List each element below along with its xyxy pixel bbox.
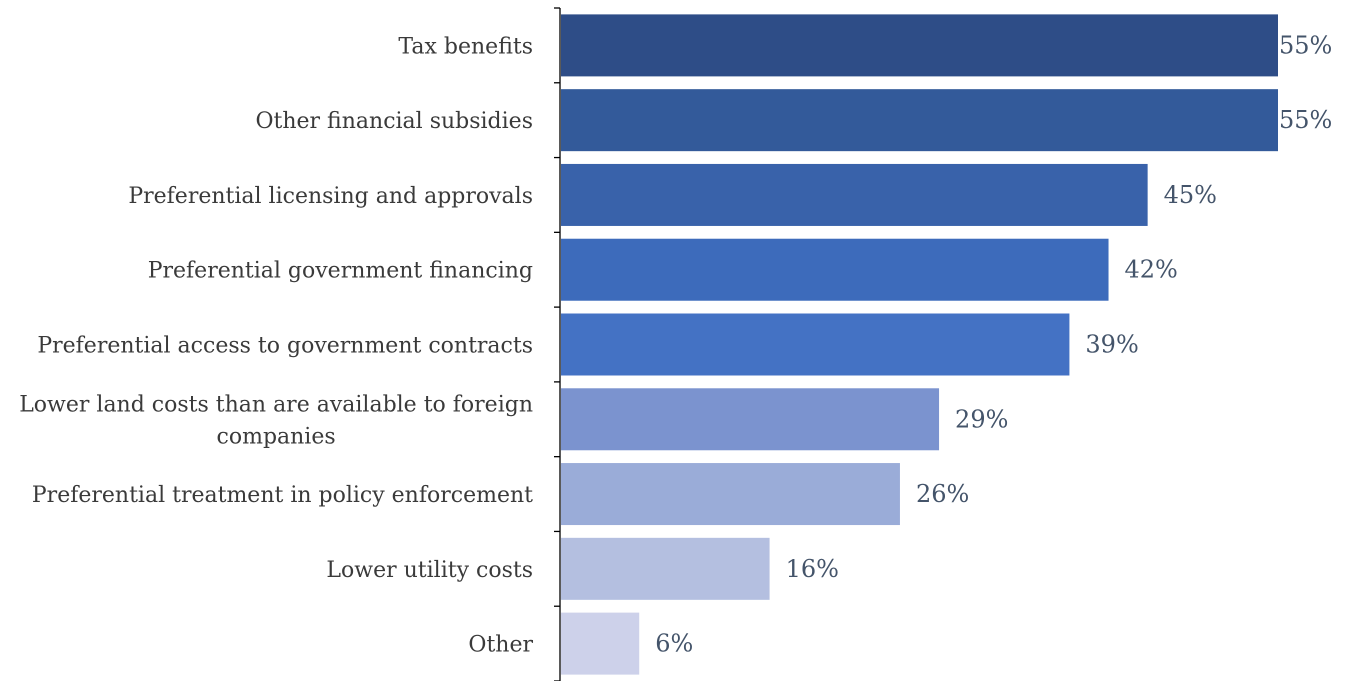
bars [561, 14, 1278, 675]
value-label: 42% [1125, 256, 1178, 284]
bar [561, 89, 1278, 152]
category-label: Preferential licensing and approvals [128, 184, 533, 209]
value-label: 55% [1279, 31, 1332, 59]
category-label: Preferential treatment in policy enforce… [32, 483, 533, 508]
bar [561, 313, 1070, 376]
bar [561, 238, 1109, 301]
category-label: Lower land costs than are available to f… [19, 392, 533, 449]
bar [561, 537, 770, 600]
bar [561, 388, 940, 451]
category-labels: Tax benefits Other financial subsidies Pre… [19, 34, 533, 657]
value-label: 39% [1085, 331, 1138, 359]
value-label: 26% [916, 480, 969, 508]
category-label: Lower utility costs [326, 558, 533, 583]
bar [561, 163, 1148, 226]
value-label: 55% [1279, 106, 1332, 134]
category-label: Tax benefits [398, 34, 533, 59]
bar [561, 14, 1278, 77]
category-axis [554, 7, 561, 681]
value-labels: 55% 55% 45% 42% 39% 29% 26% 16% 6% [655, 31, 1332, 657]
value-label: 45% [1164, 181, 1217, 209]
bar [561, 463, 900, 526]
bar [561, 612, 640, 675]
value-label: 16% [786, 555, 839, 583]
category-label: Other [468, 633, 533, 658]
category-label: Other financial subsidies [255, 109, 533, 134]
category-label: Preferential access to government contra… [37, 334, 533, 359]
value-label: 29% [955, 405, 1008, 433]
category-label: Preferential government financing [148, 259, 533, 284]
value-label: 6% [655, 630, 693, 658]
